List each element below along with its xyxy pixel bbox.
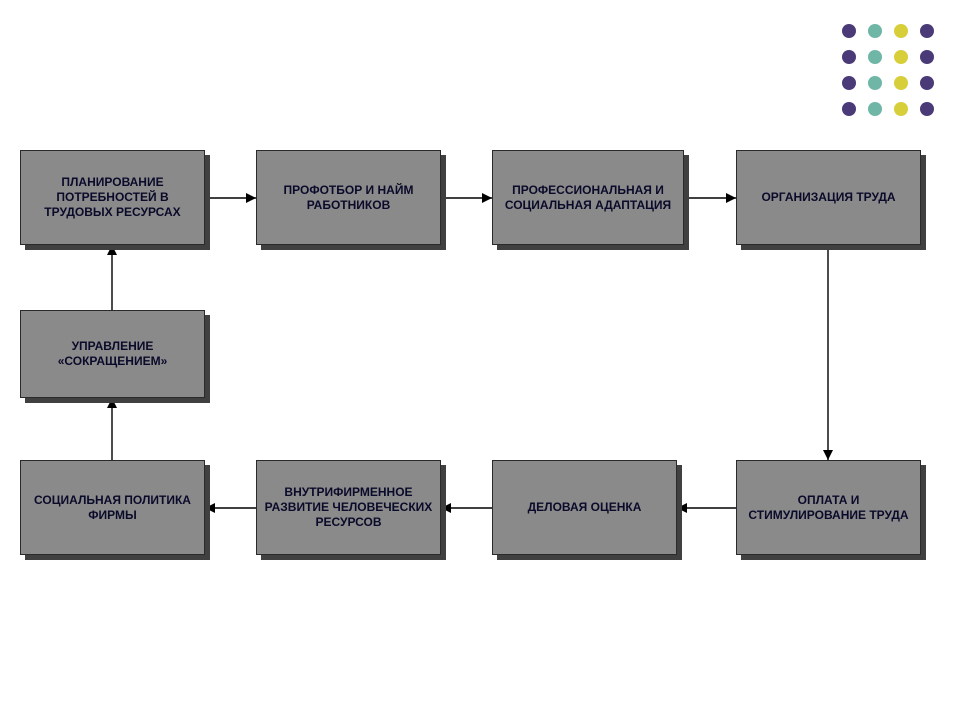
decor-dot [894,102,908,116]
decor-dot [842,76,856,90]
decor-dot [842,50,856,64]
decor-dot [920,102,934,116]
flow-node-n2: ПРОФОТБОР И НАЙМ РАБОТНИКОВ [256,150,441,245]
decor-dot [868,50,882,64]
flow-node-n1: ПЛАНИРОВАНИЕ ПОТРЕБНОСТЕЙ В ТРУДОВЫХ РЕС… [20,150,205,245]
decor-dot [868,24,882,38]
decor-dot [868,76,882,90]
decor-dot [868,102,882,116]
flow-node-n3: ПРОФЕССИОНАЛЬНАЯ И СОЦИАЛЬНАЯ АДАПТАЦИЯ [492,150,684,245]
flow-node-n4: ОРГАНИЗАЦИЯ ТРУДА [736,150,921,245]
decor-dot [842,24,856,38]
decor-dot [920,50,934,64]
flow-node-n9: ОПЛАТА И СТИМУЛИРОВАНИЕ ТРУДА [736,460,921,555]
flow-node-n8: ДЕЛОВАЯ ОЦЕНКА [492,460,677,555]
flow-node-n7: ВНУТРИФИРМЕННОЕ РАЗВИТИЕ ЧЕЛОВЕЧЕСКИХ РЕ… [256,460,441,555]
decor-dot [842,102,856,116]
decor-dot [894,24,908,38]
flow-node-n6: СОЦИАЛЬНАЯ ПОЛИТИКА ФИРМЫ [20,460,205,555]
diagram-stage: ПЛАНИРОВАНИЕ ПОТРЕБНОСТЕЙ В ТРУДОВЫХ РЕС… [0,0,960,720]
decor-dot [894,76,908,90]
decor-dot [894,50,908,64]
flow-node-n5: УПРАВЛЕНИЕ «СОКРАЩЕНИЕМ» [20,310,205,398]
decor-dot [920,24,934,38]
decor-dot [920,76,934,90]
